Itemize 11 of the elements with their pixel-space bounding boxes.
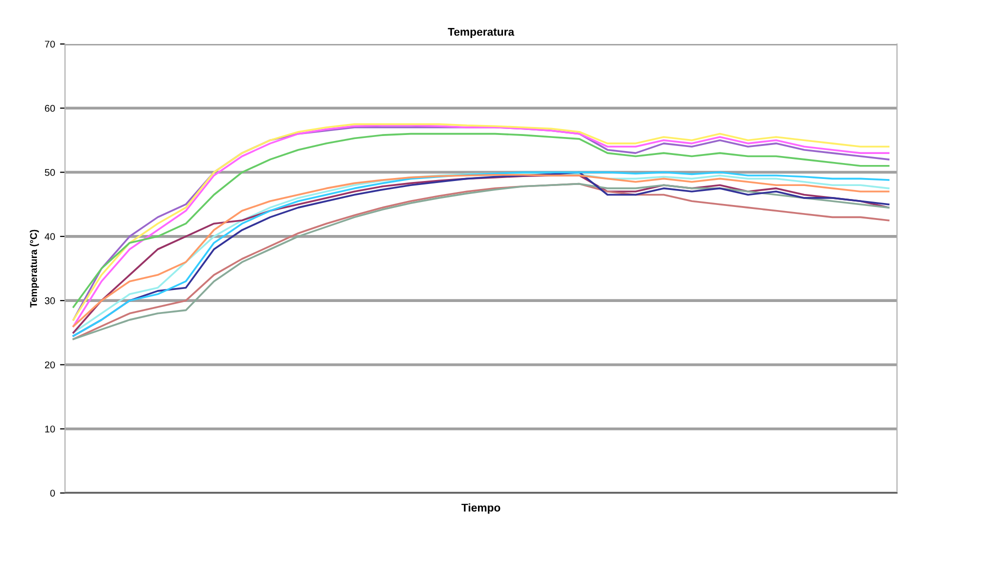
y-tick-label: 10 — [45, 426, 55, 432]
y-tick-label: 60 — [44, 104, 55, 112]
y-tick-label: 70 — [44, 40, 55, 48]
y-tick-label: 40 — [44, 233, 55, 240]
y-tick-label: 30 — [44, 297, 55, 304]
x-axis-title: Tiempo — [461, 503, 500, 514]
y-axis-title: Temperatura (°C) — [30, 230, 39, 308]
y-tick-label: 20 — [44, 361, 55, 368]
chart-title: Temperatura — [448, 28, 514, 38]
y-tick-label: 50 — [44, 169, 55, 176]
y-tick-label: 0 — [50, 490, 55, 497]
